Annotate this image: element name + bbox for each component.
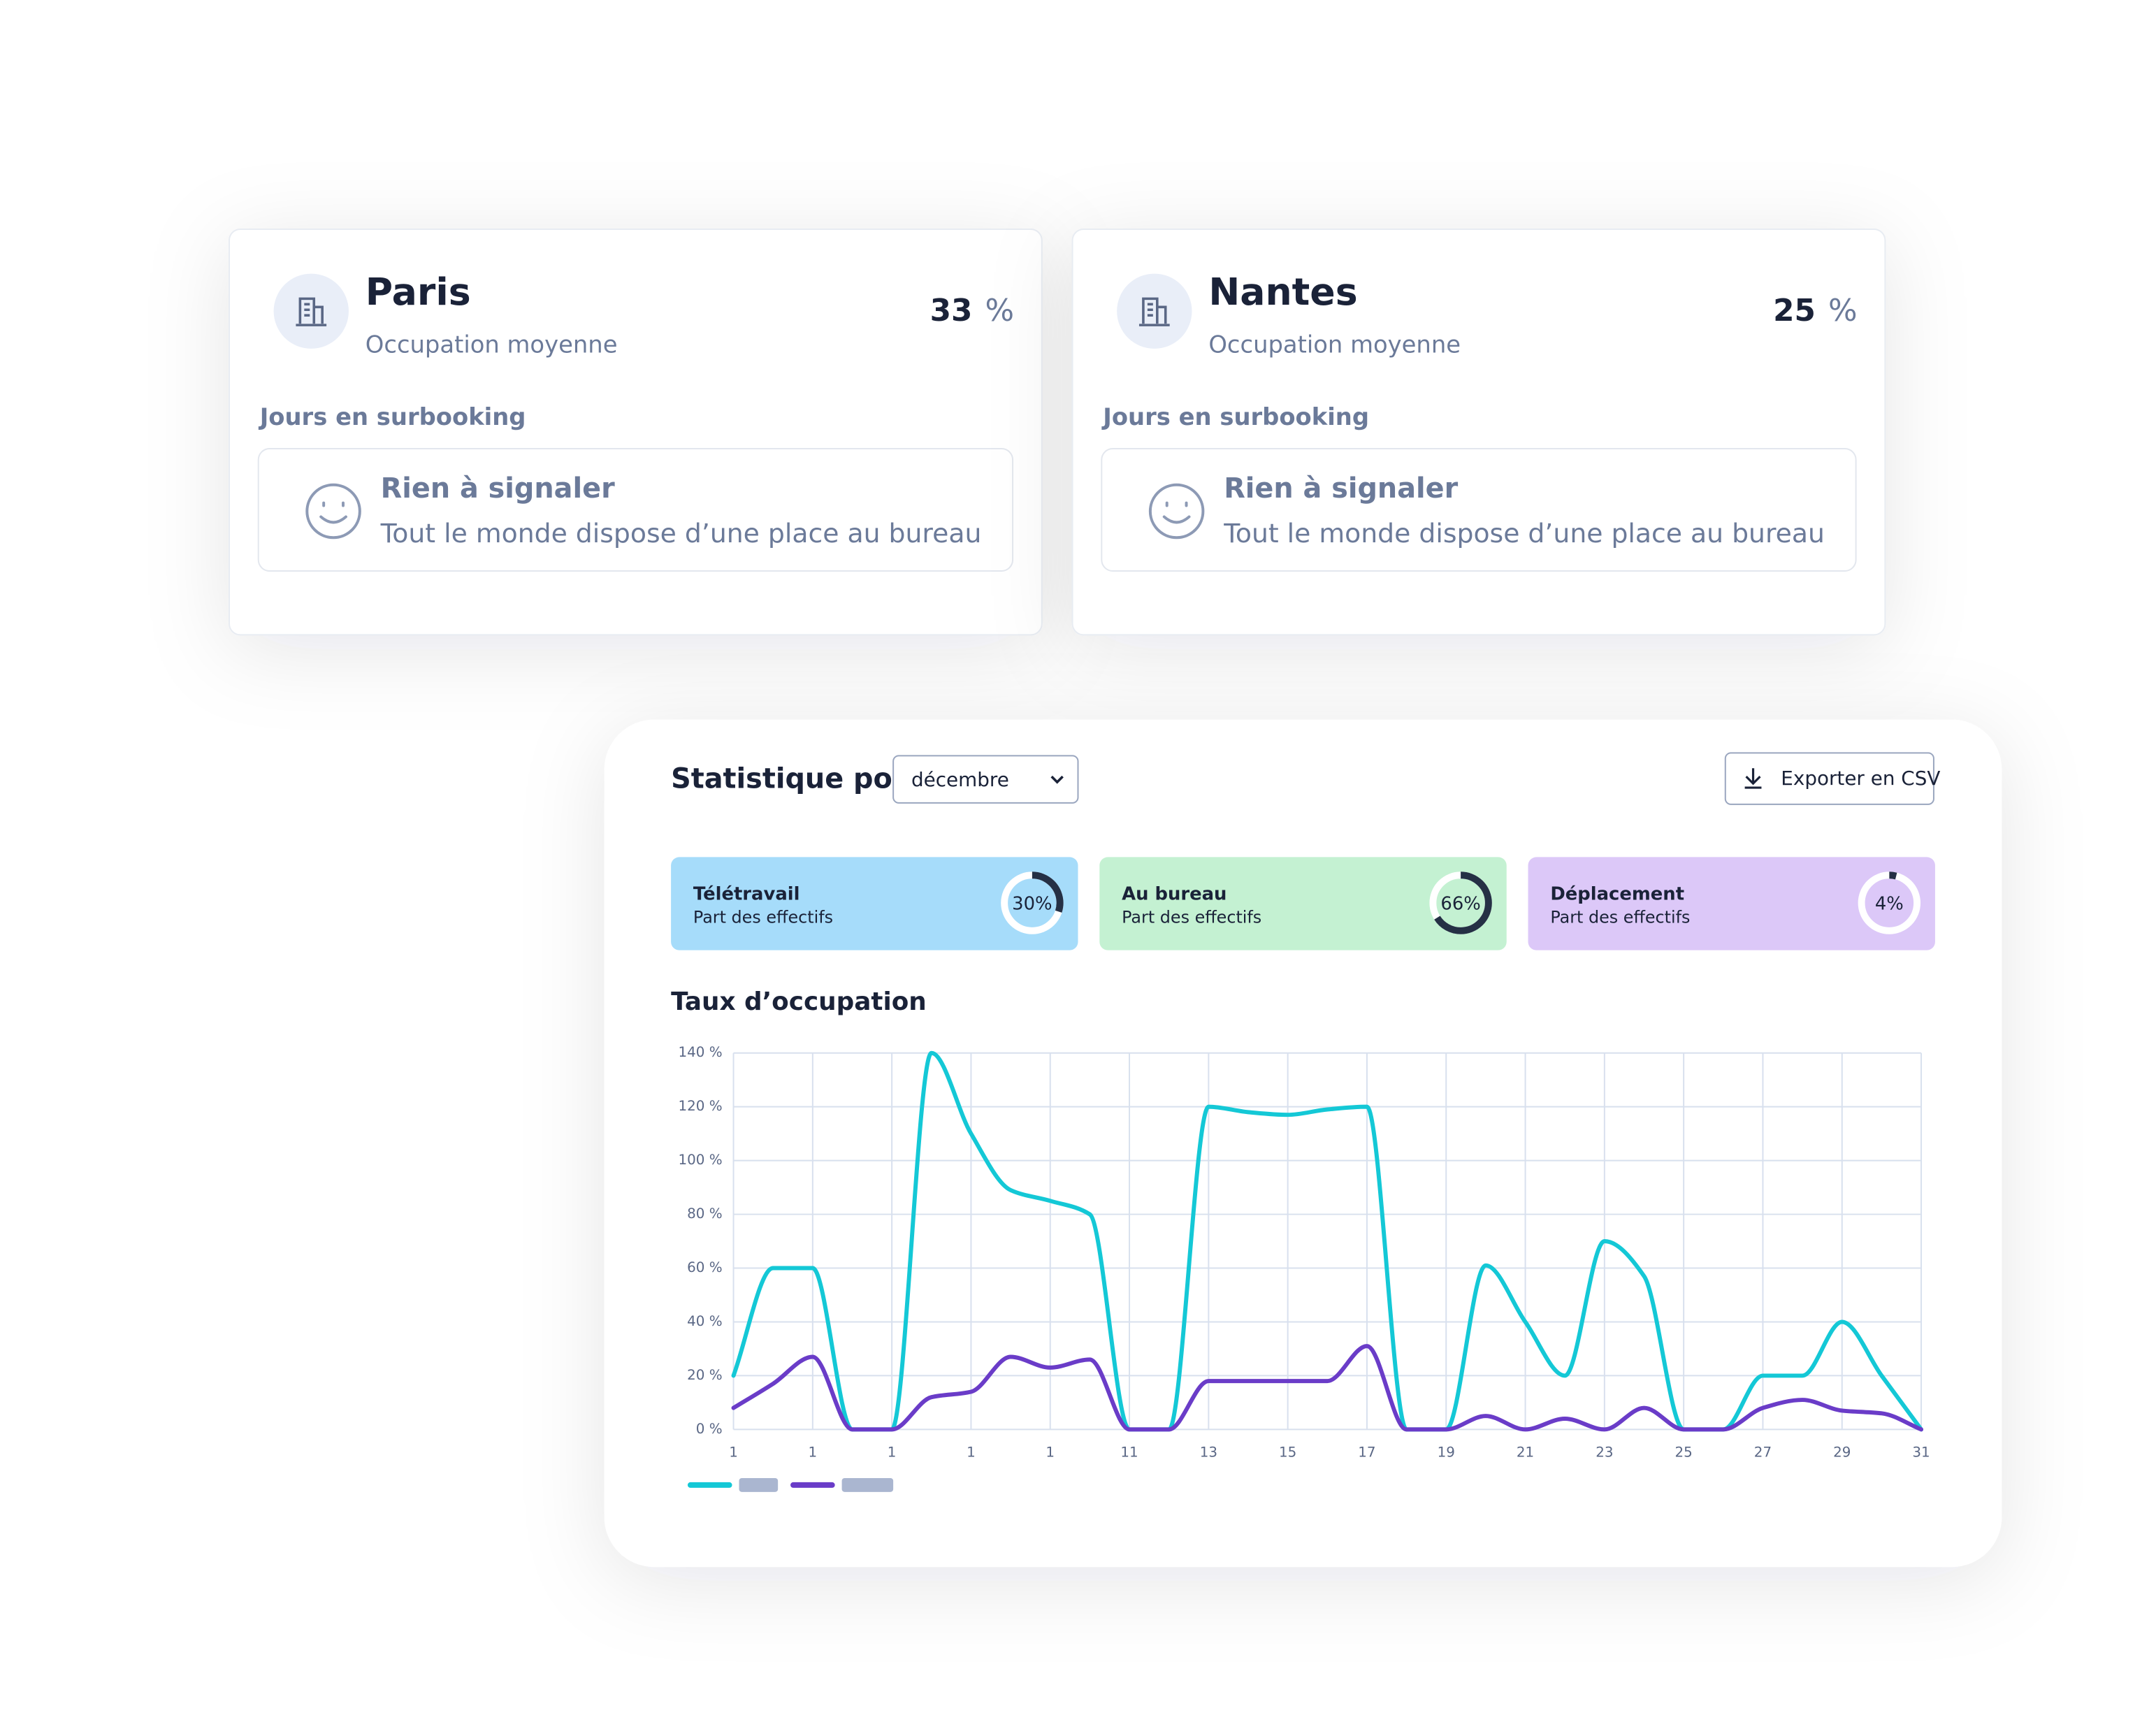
- x-tick-label: 1: [967, 1445, 976, 1461]
- x-tick-label: 19: [1438, 1445, 1455, 1461]
- legend-placeholder: [841, 1477, 894, 1492]
- y-tick-label: 100 %: [679, 1152, 723, 1168]
- section: Jours en surbooking: [259, 403, 526, 430]
- location-card: [1071, 228, 1886, 636]
- y-tick-label: 20 %: [687, 1367, 722, 1383]
- building-icon: [1138, 297, 1170, 326]
- month-value: décembre: [911, 768, 1009, 791]
- stat-title: Télétravail: [693, 884, 800, 905]
- subtitle: Occupation moyenne: [1208, 331, 1461, 358]
- x-tick-label: 29: [1833, 1445, 1851, 1461]
- x-tick-label: 13: [1200, 1445, 1217, 1461]
- x-tick-label: 23: [1596, 1445, 1613, 1461]
- x-tick-label: 25: [1675, 1445, 1693, 1461]
- stat-title: Déplacement: [1550, 884, 1684, 905]
- donut-arc: [1858, 871, 1921, 934]
- unit: %: [1828, 293, 1858, 328]
- x-tick-label: 1: [809, 1445, 818, 1461]
- donut-label: 4%: [1875, 894, 1904, 915]
- smiley-face: [319, 501, 347, 524]
- x-tick-label: 17: [1358, 1445, 1375, 1461]
- donut-label: 66%: [1440, 894, 1480, 915]
- panel-title: Statistique pour: [671, 763, 926, 795]
- export-button[interactable]: [1724, 752, 1934, 805]
- stat-tile: [1528, 857, 1935, 950]
- occupancy: 25: [1773, 293, 1816, 328]
- x-tick-label: 31: [1912, 1445, 1930, 1461]
- donut-label: 30%: [1012, 894, 1052, 915]
- smiley: [305, 483, 361, 540]
- location-card: [228, 228, 1043, 636]
- status-title: Rien à signaler: [1224, 472, 1458, 505]
- stat-subtitle: Part des effectifs: [1122, 907, 1261, 927]
- stat-subtitle: Part des effectifs: [1550, 907, 1690, 927]
- city: Nantes: [1208, 270, 1357, 314]
- x-tick-label: 27: [1754, 1445, 1772, 1461]
- stat-subtitle: Part des effectifs: [693, 907, 833, 927]
- month-select[interactable]: [892, 755, 1079, 804]
- stat-tile: [1099, 857, 1507, 950]
- stat-tile: [671, 857, 1078, 950]
- x-tick-label: 1: [888, 1445, 897, 1461]
- occupancy: 33: [930, 293, 973, 328]
- smiley: [1148, 483, 1205, 540]
- export-label: Exporter en CSV: [1781, 767, 1940, 790]
- smiley-face: [1162, 501, 1191, 524]
- y-tick-label: 80 %: [687, 1206, 722, 1222]
- x-tick-label: 15: [1279, 1445, 1296, 1461]
- unit: %: [985, 293, 1015, 328]
- x-tick-label: 1: [1046, 1445, 1055, 1461]
- icon-bg: [273, 273, 349, 349]
- city: Paris: [366, 270, 471, 314]
- y-tick-label: 60 %: [687, 1259, 722, 1275]
- y-tick-label: 40 %: [687, 1313, 722, 1329]
- cards: Paris Occupation moyenne 33 % Jours en surbo…: [228, 228, 1886, 636]
- section: Jours en surbooking: [1101, 403, 1369, 430]
- chart: 0 %20 %40 %60 %80 %100 %120 %140 %1 1 1 1 1 1…: [679, 1044, 1930, 1492]
- series-line: [731, 1344, 1924, 1432]
- legend-placeholder: [739, 1477, 779, 1492]
- stat-title: Au bureau: [1122, 884, 1227, 905]
- status-text: Tout le monde dispose d’une place au bur…: [1223, 518, 1825, 549]
- subtitle: Occupation moyenne: [366, 331, 618, 358]
- x-tick-label: 21: [1517, 1445, 1534, 1461]
- status-text: Tout le monde dispose d’une place au bur…: [380, 518, 982, 549]
- status-box: [1101, 448, 1857, 572]
- icon-bg: [1117, 273, 1192, 349]
- donut-arc: [1001, 871, 1064, 934]
- building-icon: [296, 297, 327, 326]
- stats-panel: [604, 719, 2002, 1568]
- chart-title: Taux d’occupation: [671, 987, 927, 1016]
- y-tick-label: 120 %: [679, 1098, 723, 1114]
- x-tick-label: 11: [1120, 1445, 1138, 1461]
- status-title: Rien à signaler: [381, 472, 615, 505]
- y-tick-label: 0 %: [696, 1421, 723, 1437]
- x-tick-label: 1: [729, 1445, 738, 1461]
- y-tick-label: 140 %: [679, 1044, 723, 1060]
- status-box: [257, 448, 1014, 572]
- donut-arc: [1429, 871, 1492, 934]
- chevron: [1050, 775, 1064, 784]
- download-icon: [1744, 768, 1762, 789]
